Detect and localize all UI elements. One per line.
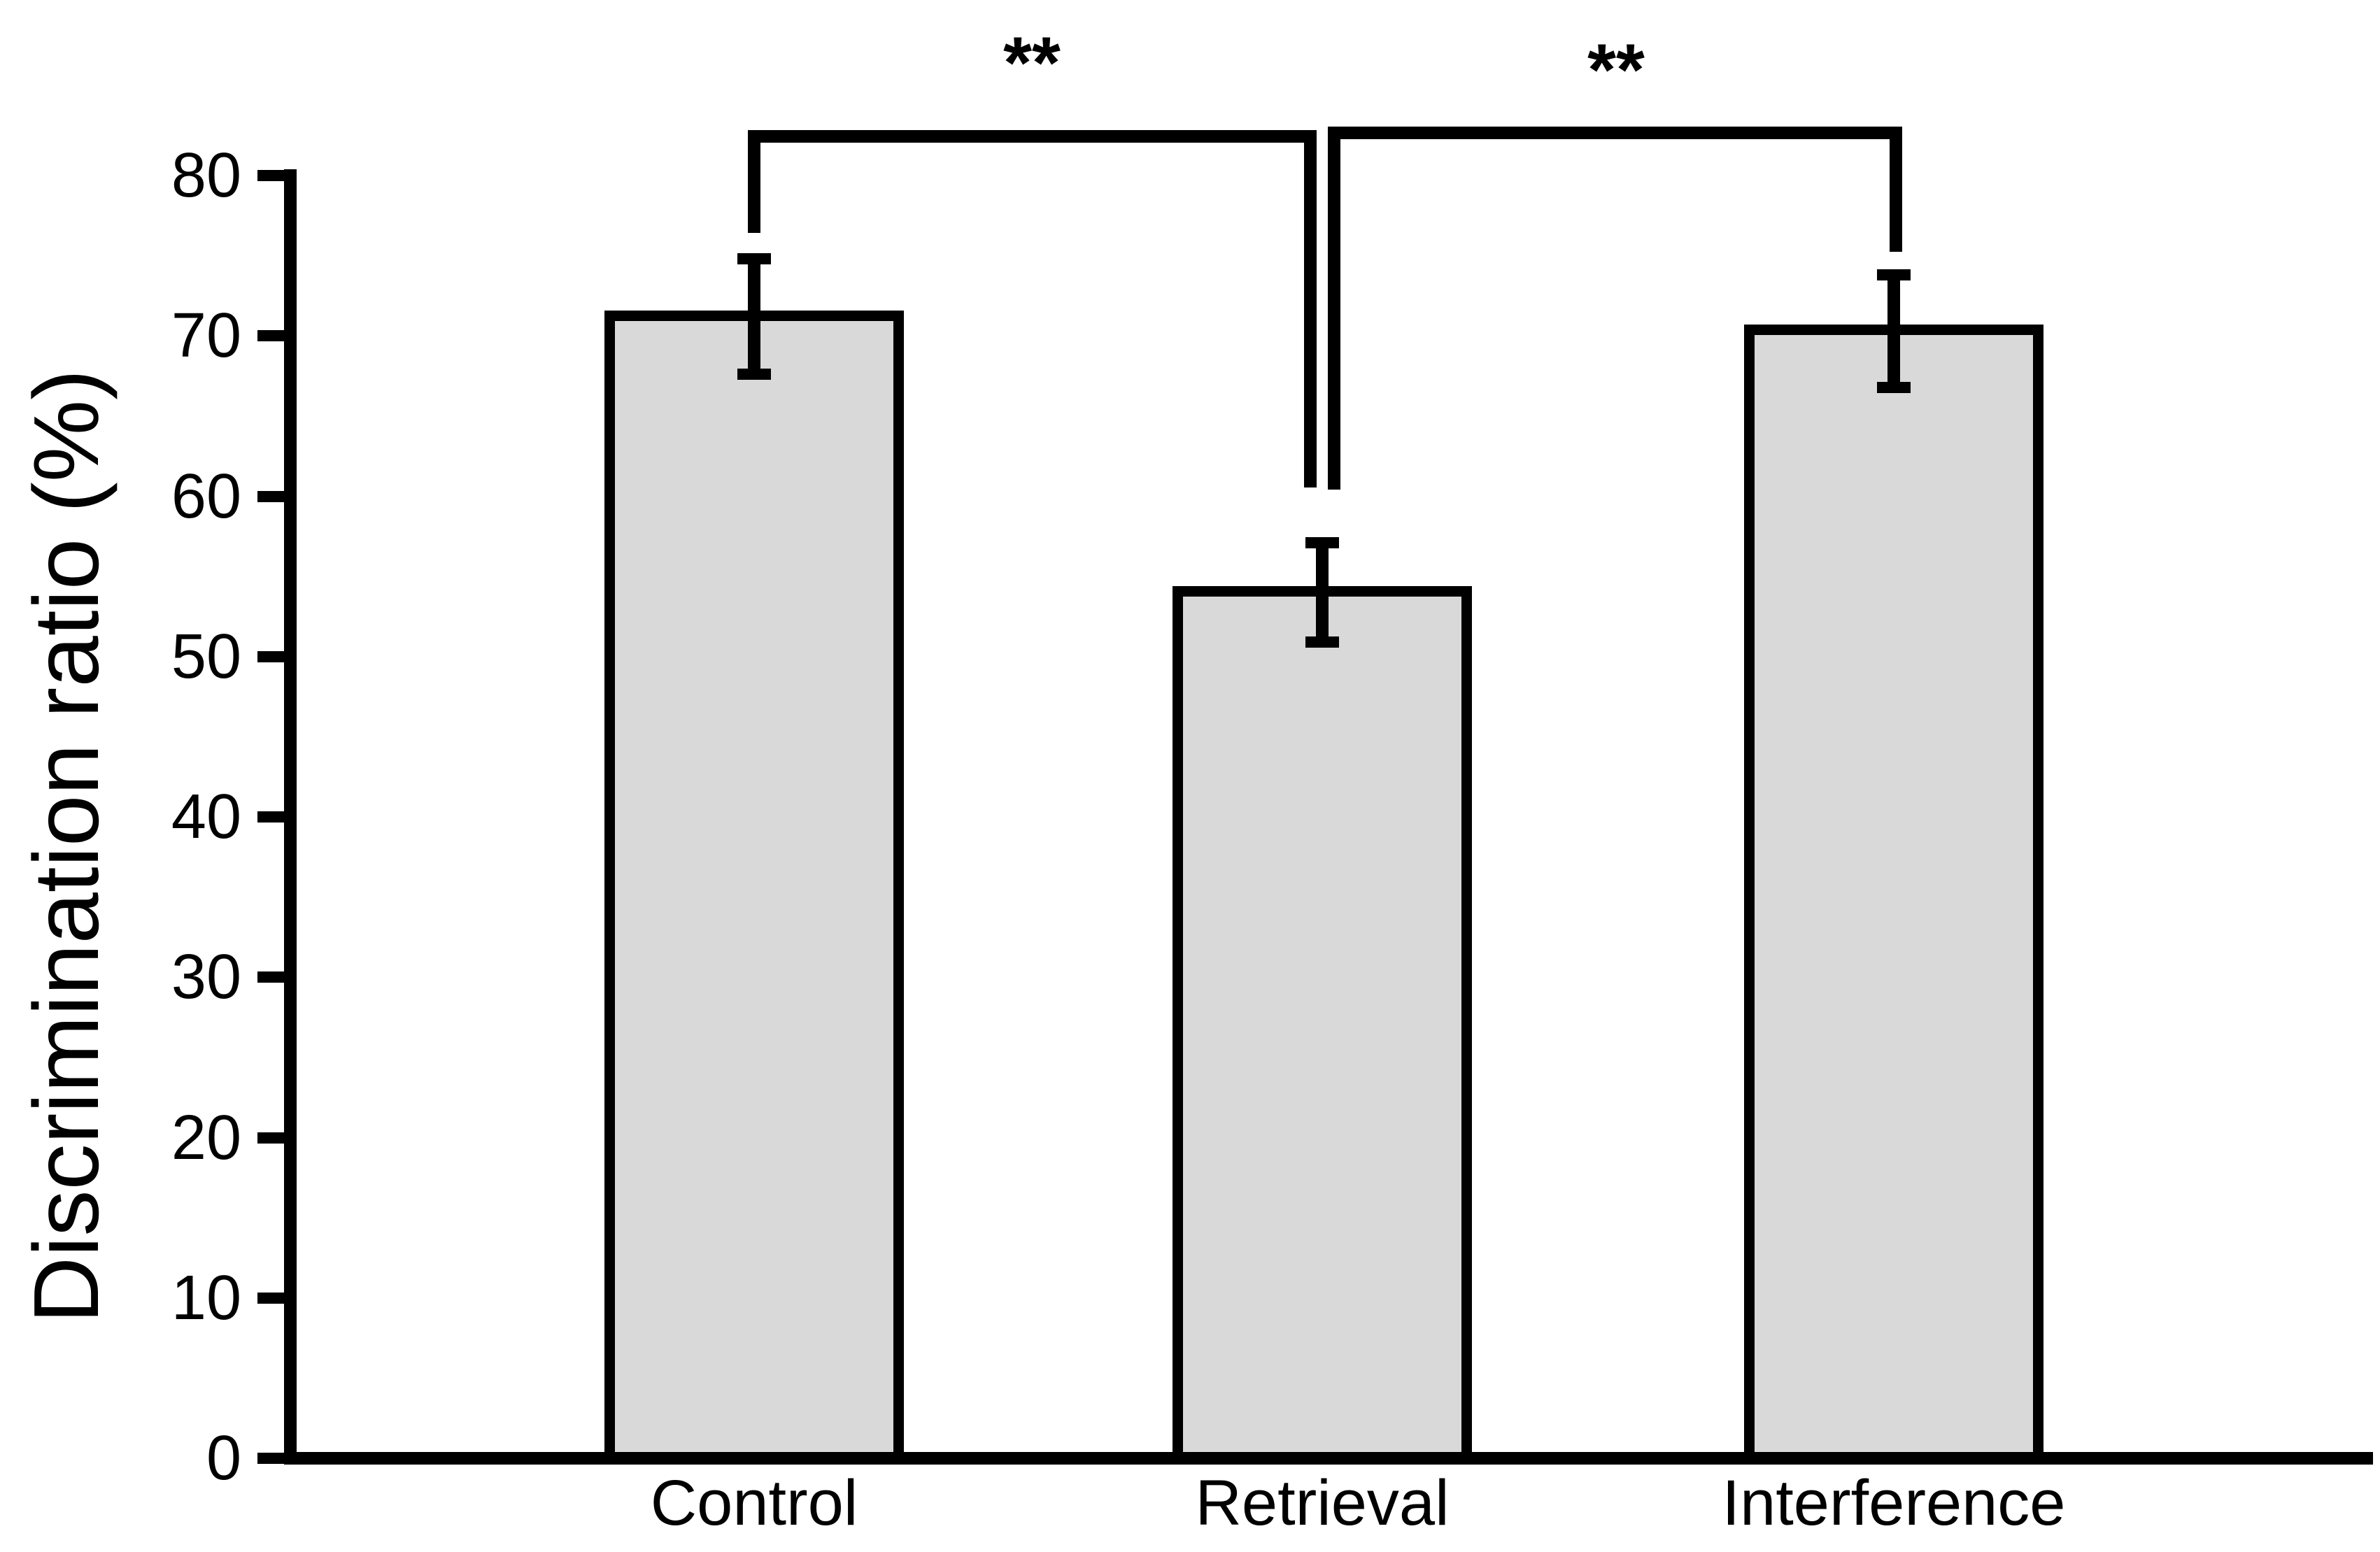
error-bar-cap-bottom (1877, 382, 1911, 393)
y-axis-tick-label: 20 (171, 1103, 241, 1173)
y-axis-tick (257, 491, 291, 502)
y-axis-tick-label: 40 (171, 782, 241, 852)
y-axis-tick (257, 971, 291, 983)
category-label-retrieval: Retrieval (1195, 1467, 1450, 1539)
y-axis-tick-label: 60 (171, 462, 241, 532)
y-axis-tick (257, 1293, 291, 1304)
error-bar-whisker (1887, 269, 1900, 392)
y-axis-tick (257, 170, 291, 181)
x-axis-line (284, 1452, 2373, 1465)
y-axis-tick-label: 0 (206, 1423, 241, 1493)
error-bar-cap-top (1877, 269, 1911, 280)
bar-control (604, 311, 904, 1465)
bar-retrieval (1173, 586, 1472, 1465)
category-label-interference: Interference (1722, 1467, 2066, 1539)
bar-interference (1744, 325, 2043, 1465)
y-axis-tick-label: 50 (171, 622, 241, 692)
error-bar-cap-bottom (737, 369, 771, 380)
error-bar-cap-top (1305, 537, 1339, 548)
y-axis-tick-label: 80 (171, 141, 241, 211)
y-axis-tick (257, 1132, 291, 1144)
significance-bracket-horizontal (1328, 127, 1902, 139)
error-bar-cap-bottom (1305, 636, 1339, 648)
significance-bracket-left-drop (748, 130, 760, 233)
category-label-control: Control (650, 1467, 858, 1539)
significance-bracket-right-drop (1890, 127, 1902, 252)
y-axis-tick-label: 70 (171, 301, 241, 371)
significance-bracket-right-drop (1304, 130, 1317, 487)
significance-bracket-horizontal (748, 130, 1317, 143)
y-axis-tick (257, 811, 291, 823)
y-axis-tick-label: 10 (171, 1263, 241, 1333)
y-axis-tick (257, 330, 291, 341)
error-bar-whisker (748, 253, 760, 380)
significance-label: ** (1003, 22, 1061, 104)
error-bar-whisker (1316, 537, 1329, 648)
y-axis-tick (257, 1453, 291, 1464)
y-axis-tick-label: 30 (171, 942, 241, 1012)
error-bar-cap-top (737, 253, 771, 264)
y-axis-tick (257, 651, 291, 662)
significance-bracket-left-drop (1328, 127, 1340, 490)
significance-label: ** (1587, 29, 1645, 111)
